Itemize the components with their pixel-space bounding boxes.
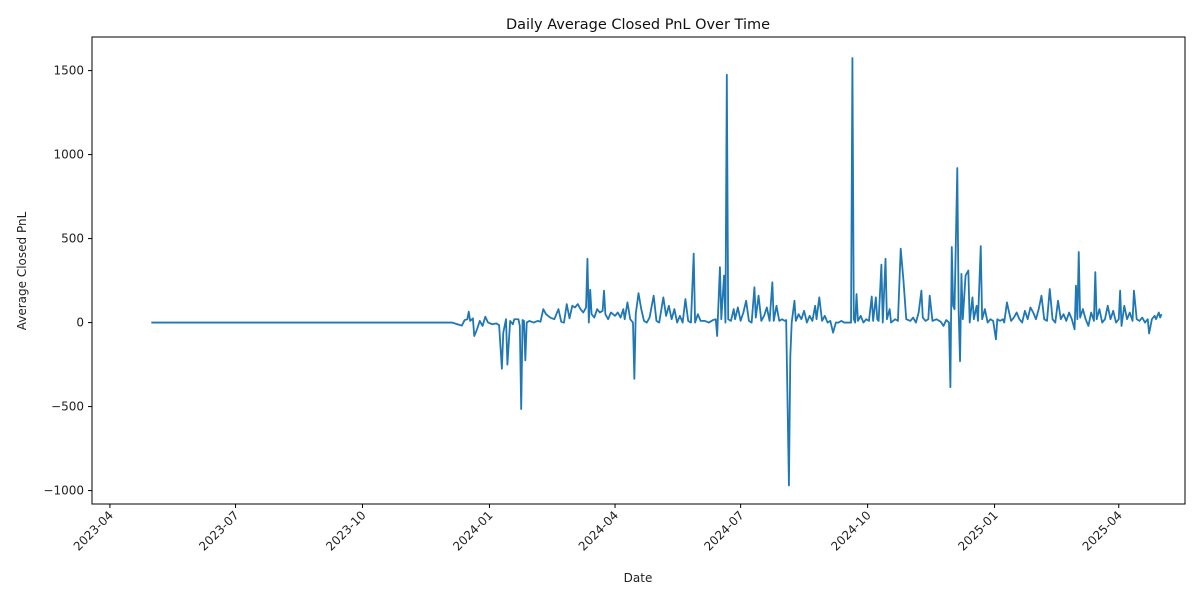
y-axis: −1000 −500 0 500 1000 1500 (43, 64, 92, 498)
y-tick-label: −500 (51, 400, 84, 414)
y-tick-label: 1000 (53, 148, 84, 162)
plot-area (151, 57, 1163, 487)
plot-frame (91, 36, 1186, 505)
x-axis-label: Date (624, 571, 653, 585)
y-axis-label: Average Closed PnL (15, 211, 29, 330)
y-tick-label: 500 (61, 232, 84, 246)
y-tick-label: −1000 (43, 484, 84, 498)
y-tick-label: 0 (76, 316, 84, 330)
chart-title: Daily Average Closed PnL Over Time (506, 17, 770, 33)
y-tick-label: 1500 (53, 64, 84, 78)
series-line-0 (151, 57, 1163, 487)
